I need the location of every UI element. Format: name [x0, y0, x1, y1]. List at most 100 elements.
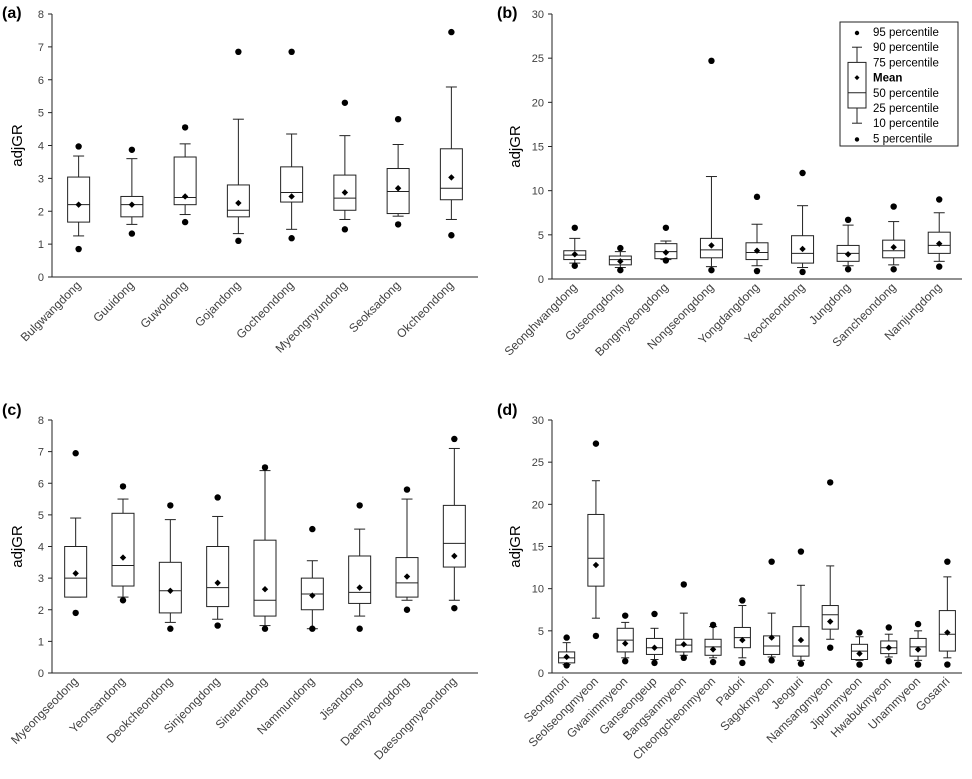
y-tick-label: 4 [38, 141, 44, 153]
p5-point [890, 266, 897, 273]
box-seolseongmyeon [587, 440, 605, 640]
y-tick-label: 7 [38, 447, 44, 459]
p5-point [617, 266, 624, 274]
p95-point [235, 48, 242, 56]
legend-entry: Mean [873, 73, 902, 85]
mean-marker [448, 174, 455, 181]
legend-entry: 95 percentile [873, 27, 939, 39]
box-ganseongeup [645, 610, 664, 667]
category-label: Myeongseodong [8, 674, 81, 747]
box-myeongseodong [64, 450, 88, 617]
box-iqr [173, 156, 197, 206]
p5-point [680, 654, 687, 662]
panel-label: (c) [2, 402, 22, 419]
p5-point [403, 606, 411, 613]
p95-point [885, 624, 892, 631]
box-nongseongdong [699, 57, 723, 274]
p95-point [261, 464, 269, 471]
p5-point [936, 263, 943, 270]
box-unammyeon [909, 620, 927, 668]
mean-marker [890, 244, 897, 251]
mean-marker [708, 242, 715, 249]
p95-point [844, 216, 852, 224]
legend-entry: 25 percentile [873, 103, 939, 115]
p95-point [799, 169, 806, 177]
legend: 95 percentile 90 percentile 75 percentile M… [839, 21, 959, 147]
p95-point [617, 244, 624, 252]
box-iqr [442, 504, 466, 568]
mean-marker [451, 552, 458, 560]
p95-point [944, 558, 951, 565]
legend-entry: 50 percentile [873, 88, 939, 100]
p95-point [563, 634, 570, 641]
p5-point [167, 625, 174, 632]
category-label: Gojandong [192, 278, 243, 329]
y-tick-label: 8 [38, 9, 44, 21]
y-tick-label: 30 [532, 9, 544, 21]
mean-marker [739, 636, 746, 644]
p5-point [708, 266, 715, 274]
mean-marker [885, 644, 892, 651]
p95-point [394, 116, 402, 123]
mean-marker [181, 193, 189, 200]
box-myeongnyundong [333, 99, 357, 233]
y-tick-label: 1 [38, 239, 44, 251]
p5-point [844, 266, 852, 273]
p5-point [709, 658, 717, 666]
mean-marker [936, 240, 943, 247]
p95-point [167, 502, 174, 509]
legend-entry: 5 percentile [873, 133, 932, 145]
box-seoksadong [386, 116, 410, 228]
y-tick-label: 8 [38, 415, 44, 427]
category-label: Jisandong [316, 674, 365, 723]
box-iqr [206, 546, 230, 608]
mean-marker [261, 585, 269, 593]
y-tick-label: 0 [38, 668, 44, 680]
y-tick-label: 1 [38, 636, 44, 648]
mean-marker [662, 249, 670, 256]
box-sineumdong [253, 464, 277, 632]
y-tick-label: 0 [38, 272, 44, 284]
box-daemyeongdong [395, 486, 419, 613]
y-tick-label: 5 [538, 230, 544, 242]
mean-marker [119, 554, 127, 561]
y-tick-label: 6 [38, 75, 44, 87]
box-deokcheondong [158, 502, 182, 632]
mean-marker [75, 201, 82, 208]
mean-marker [797, 636, 805, 644]
p95-point [72, 450, 79, 457]
chart-panel-3: (c)012345678adjGRMyeongseodongYeonsandon… [2, 402, 478, 762]
box-jipummyeon [850, 629, 869, 668]
box-bongmyeongdong [654, 224, 678, 264]
y-tick-label: 6 [38, 478, 44, 490]
p5-point [592, 632, 600, 640]
box-jisandong [348, 502, 372, 632]
panel-label: (d) [497, 402, 517, 419]
p5-point [72, 609, 79, 617]
p95-point [753, 193, 761, 201]
legend-p5-dot [854, 137, 860, 142]
p5-point [341, 226, 349, 233]
p5-point [214, 622, 221, 629]
box-padori [733, 597, 751, 667]
mean-marker [753, 247, 761, 254]
y-tick-label: 4 [38, 542, 44, 554]
p95-point [451, 435, 458, 443]
chart-panel-4: (d)051015202530adjGRSeongmoriSeolseongmy… [497, 402, 962, 762]
p5-point [827, 644, 834, 651]
p95-point [214, 494, 221, 501]
y-tick-label: 2 [38, 605, 44, 617]
y-tick-label: 0 [538, 274, 544, 286]
p95-point [680, 581, 687, 588]
mean-marker [680, 641, 687, 648]
mean-marker [944, 629, 951, 636]
p5-point [128, 230, 136, 237]
p5-point [309, 625, 316, 632]
p5-point [662, 257, 670, 264]
category-label: Guuidong [90, 278, 137, 325]
box-okcheondong [439, 28, 463, 239]
mean-marker [167, 587, 174, 594]
y-tick-label: 20 [532, 97, 544, 109]
box-iqr [587, 513, 605, 587]
